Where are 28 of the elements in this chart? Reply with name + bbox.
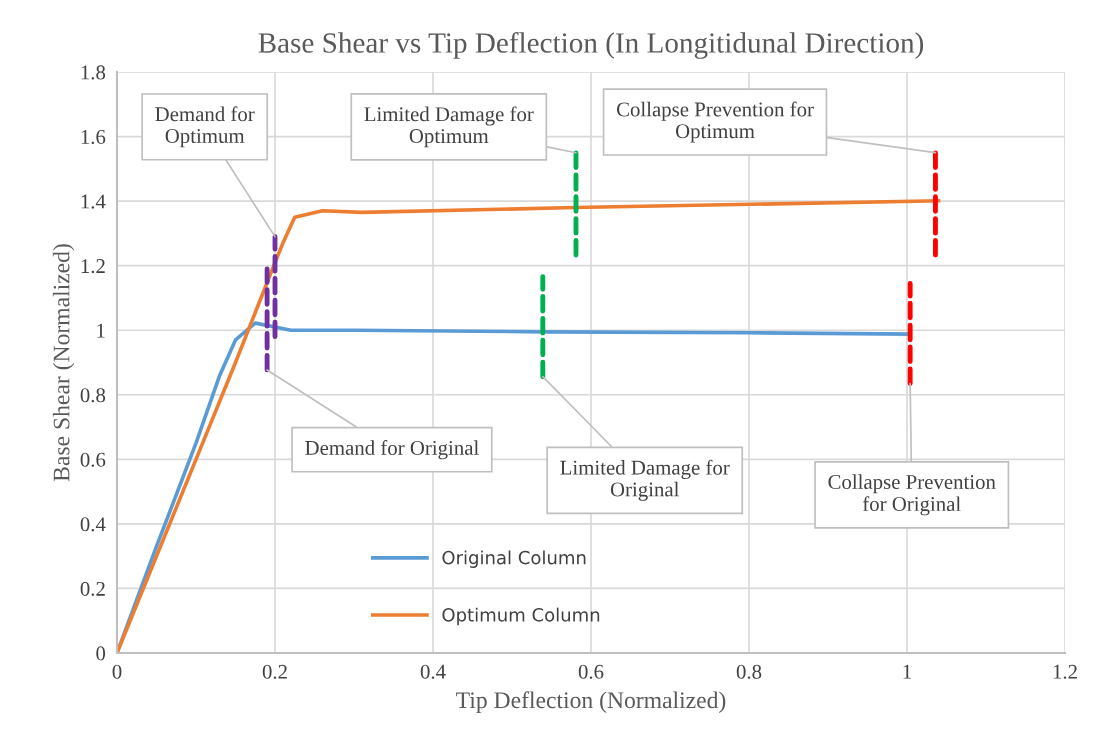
- x-tick-label: 0: [112, 664, 122, 679]
- x-axis-title: Tip Deflection (Normalized): [456, 691, 726, 713]
- y-axis-title: Base Shear (Normalized): [52, 244, 75, 482]
- y-tick-label: 0: [96, 646, 106, 661]
- x-tick-label: 0.6: [578, 664, 604, 679]
- x-tick-label: 0.8: [736, 664, 762, 679]
- legend-label: Original Column: [442, 550, 586, 568]
- x-tick-label: 0.4: [420, 664, 446, 679]
- chart-title: Base Shear vs Tip Deflection (In Longitidunal Direction): [258, 32, 924, 59]
- x-tick-label: 1: [903, 664, 911, 679]
- y-tick-label: 1: [97, 323, 105, 338]
- annotation: Demand for Original: [305, 440, 479, 460]
- annotation: Collapse Prevention for Original: [828, 474, 996, 516]
- legend-label: Optimum Column: [442, 607, 600, 626]
- x-tick-label: 1.2: [1053, 664, 1077, 679]
- y-tick-label: 0.4: [80, 517, 106, 532]
- y-tick-label: 0.8: [80, 388, 106, 403]
- annotation: Collapse Prevention for Optimum: [616, 101, 814, 143]
- y-tick-label: 0.6: [80, 452, 106, 467]
- annotation: Demand for Optimum: [155, 106, 255, 148]
- y-tick-label: 1.8: [81, 65, 106, 80]
- annotation: Limited Damage for Original: [560, 459, 730, 501]
- y-tick-label: 1.2: [81, 259, 105, 274]
- y-tick-label: 0.2: [80, 581, 105, 596]
- y-tick-label: 1.6: [81, 129, 106, 145]
- y-tick-label: 1.4: [81, 194, 106, 209]
- x-tick-label: 0.2: [262, 664, 287, 679]
- annotation: Limited Damage for Optimum: [364, 106, 534, 148]
